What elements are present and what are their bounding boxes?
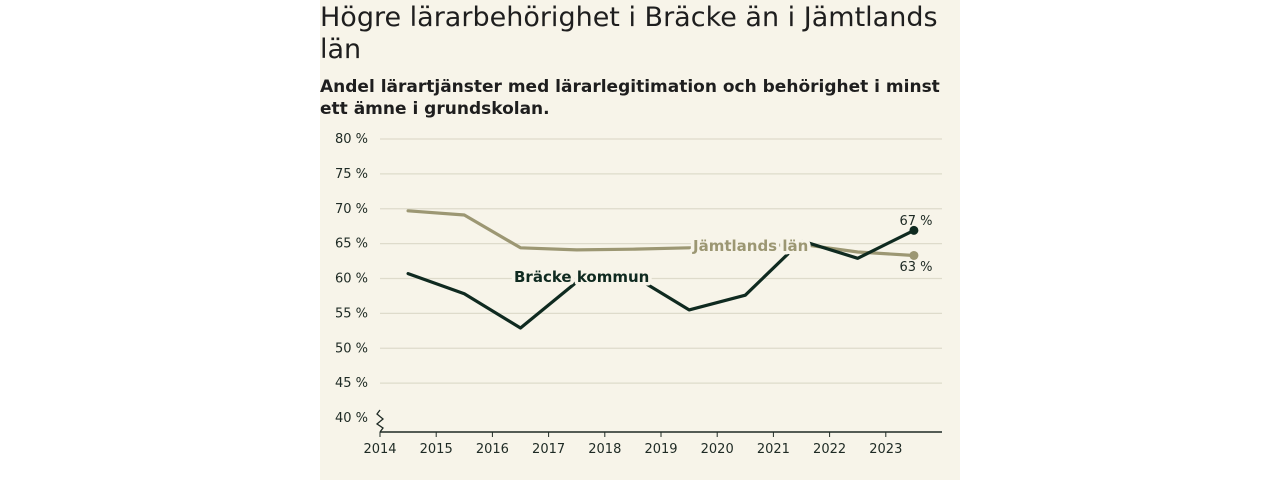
y-tick-label: 70 % <box>335 202 368 217</box>
x-tick-label: 2014 <box>363 442 396 457</box>
bracke-series-label: Bräcke kommun <box>514 268 649 286</box>
x-tick-label: 2020 <box>701 442 734 457</box>
x-tick-label: 2017 <box>532 442 565 457</box>
series-lines <box>406 209 919 330</box>
x-axis <box>375 409 942 433</box>
y-axis-ticks: 40 % 45 % 50 % 55 % 60 % 65 % 70 % 75 % 80 % <box>335 132 368 426</box>
x-tick-label: 2016 <box>476 442 509 457</box>
y-tick-label: 60 % <box>335 272 368 287</box>
line-chart: 40 % 45 % 50 % 55 % 60 % 65 % 70 % 75 % 80 % 201… <box>335 132 942 457</box>
y-tick-label: 50 % <box>335 341 368 356</box>
chart-subtitle: Andel lärartjänster med lärarlegitimatio… <box>320 77 940 119</box>
x-tick-label: 2021 <box>757 442 790 457</box>
y-tick-label: 80 % <box>335 132 368 147</box>
jamtland-end-point <box>909 250 919 260</box>
jamtland-series-label: Jämtlands län <box>692 237 808 255</box>
bracke-end-point <box>909 225 919 235</box>
x-tick-label: 2022 <box>813 442 846 457</box>
x-tick-label: 2023 <box>869 442 902 457</box>
y-tick-label: 45 % <box>335 376 368 391</box>
y-tick-label: 40 % <box>335 411 368 426</box>
x-tick-label: 2018 <box>588 442 621 457</box>
y-tick-label: 75 % <box>335 167 368 182</box>
jamtland-line <box>406 209 916 258</box>
x-tick-label: 2015 <box>420 442 453 457</box>
axis-break-icon <box>375 409 385 433</box>
chart-card: Högre lärarbehörighet i Bräcke än i Jämt… <box>320 0 960 480</box>
y-tick-label: 65 % <box>335 237 368 252</box>
chart-title: Högre lärarbehörighet i Bräcke än i Jämt… <box>320 2 938 65</box>
x-axis-ticks: 2014 2015 2016 2017 2018 2019 2020 2021 2022 2023 <box>363 432 902 457</box>
bracke-end-label: 67 % <box>899 214 932 229</box>
x-tick-label: 2019 <box>644 442 677 457</box>
bracke-line <box>406 228 916 330</box>
y-tick-label: 55 % <box>335 306 368 321</box>
jamtland-end-label: 63 % <box>899 260 932 275</box>
grid-lines <box>380 138 942 384</box>
